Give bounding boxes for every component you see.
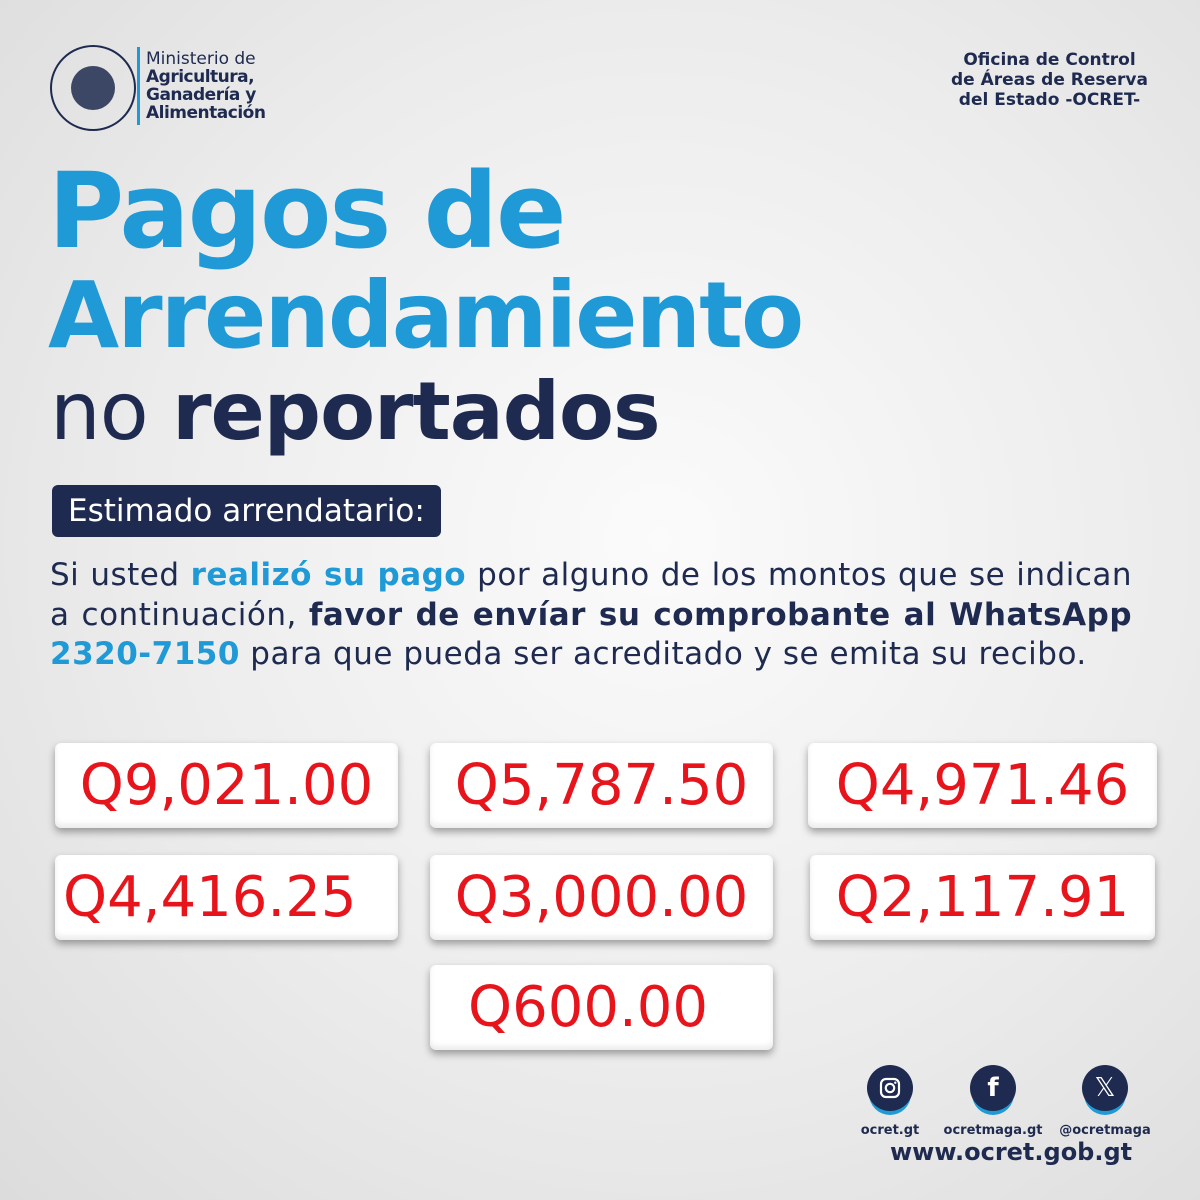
office-name: Oficina de Control de Áreas de Reserva d… [951,50,1148,110]
website-link[interactable]: www.ocret.gob.gt [890,1138,1133,1166]
social-handle: ocretmaga.gt [943,1123,1043,1138]
title-line-3: no reportados [50,365,661,458]
x-icon: 𝕏 [1082,1065,1128,1111]
divider [137,47,140,125]
amount-box: Q9,021.00 [55,743,398,828]
x-link[interactable]: 𝕏 @ocretmaga [1055,1065,1155,1138]
ministry-logo-text: Ministerio de Agricultura, Ganadería y A… [146,49,266,123]
msg: por alguno de los montos que se indican … [50,557,1133,633]
coat-of-arms-icon [71,66,115,110]
amount-box: Q3,000.00 [430,855,773,940]
office-line: Oficina de Control [963,50,1136,70]
message-text: Si usted realizó su pago por alguno de l… [50,556,1132,675]
amount-box: Q2,117.91 [810,855,1155,940]
social-handle: ocret.gt [860,1123,920,1138]
msg-highlight: realizó su pago [190,557,467,593]
msg: para que pueda ser acreditado y se emita… [239,636,1087,672]
office-line: del Estado -OCRET- [958,90,1141,110]
whatsapp-number: 2320-7150 [50,636,240,672]
amount-box: Q4,416.25 [55,855,398,940]
title-light: no [50,365,149,458]
instagram-icon [867,1065,913,1111]
amount-box: Q5,787.50 [430,743,773,828]
instagram-link[interactable]: ocret.gt [840,1065,940,1138]
facebook-icon: f [970,1065,1016,1111]
title-bold: reportados [172,365,660,458]
greeting-badge: Estimado arrendatario: [52,485,441,537]
msg-bold: favor de envíar su comprobante al WhatsA… [308,596,1133,633]
amount-box: Q600.00 [430,965,773,1050]
title-line-2: Arrendamiento [48,262,804,369]
ministry-line: Ganadería y [146,85,256,105]
guatemala-seal-logo [50,45,136,131]
facebook-link[interactable]: f ocretmaga.gt [943,1065,1043,1138]
title-line-1: Pagos de [48,150,567,272]
social-handle: @ocretmaga [1059,1123,1151,1138]
msg: Si usted [50,557,191,593]
amount-box: Q4,971.46 [808,743,1157,828]
office-line: de Áreas de Reserva [950,70,1148,90]
ministry-line: Ministerio de [146,49,256,69]
ministry-line: Agricultura, [146,67,255,87]
ministry-line: Alimentación [146,103,266,123]
